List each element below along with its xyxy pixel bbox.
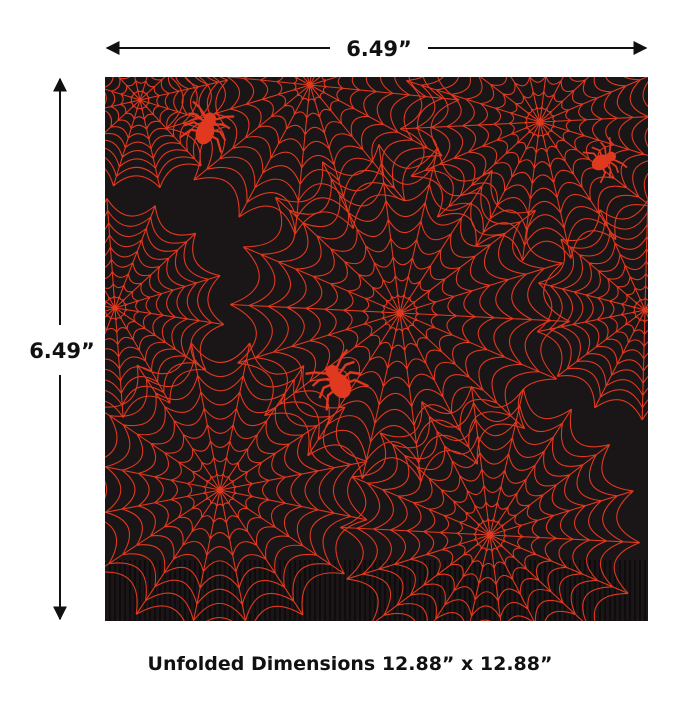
spider-body — [204, 112, 217, 125]
spider-web — [399, 77, 648, 262]
spider-legs — [582, 136, 628, 184]
spider-legs — [179, 100, 235, 153]
spider-web — [105, 198, 225, 418]
spider-body — [329, 373, 352, 399]
spider-web — [105, 77, 229, 189]
spider-body — [606, 151, 617, 162]
web-pattern — [105, 77, 648, 621]
spider-legs — [305, 348, 370, 411]
spider — [179, 100, 235, 153]
width-label: 6.49” — [346, 37, 412, 61]
spider — [305, 348, 370, 411]
spider-web — [536, 199, 648, 421]
spider-body — [195, 120, 215, 145]
spider — [582, 136, 628, 184]
unfolded-label: Unfolded Dimensions 12.88” x 12.88” — [148, 653, 553, 675]
spider-web — [105, 342, 368, 621]
spider-web — [339, 385, 641, 621]
spider-body — [325, 364, 339, 379]
spider-web — [166, 77, 460, 235]
height-label: 6.49” — [29, 339, 95, 363]
spider-web — [229, 144, 571, 482]
spider-body — [591, 154, 610, 171]
